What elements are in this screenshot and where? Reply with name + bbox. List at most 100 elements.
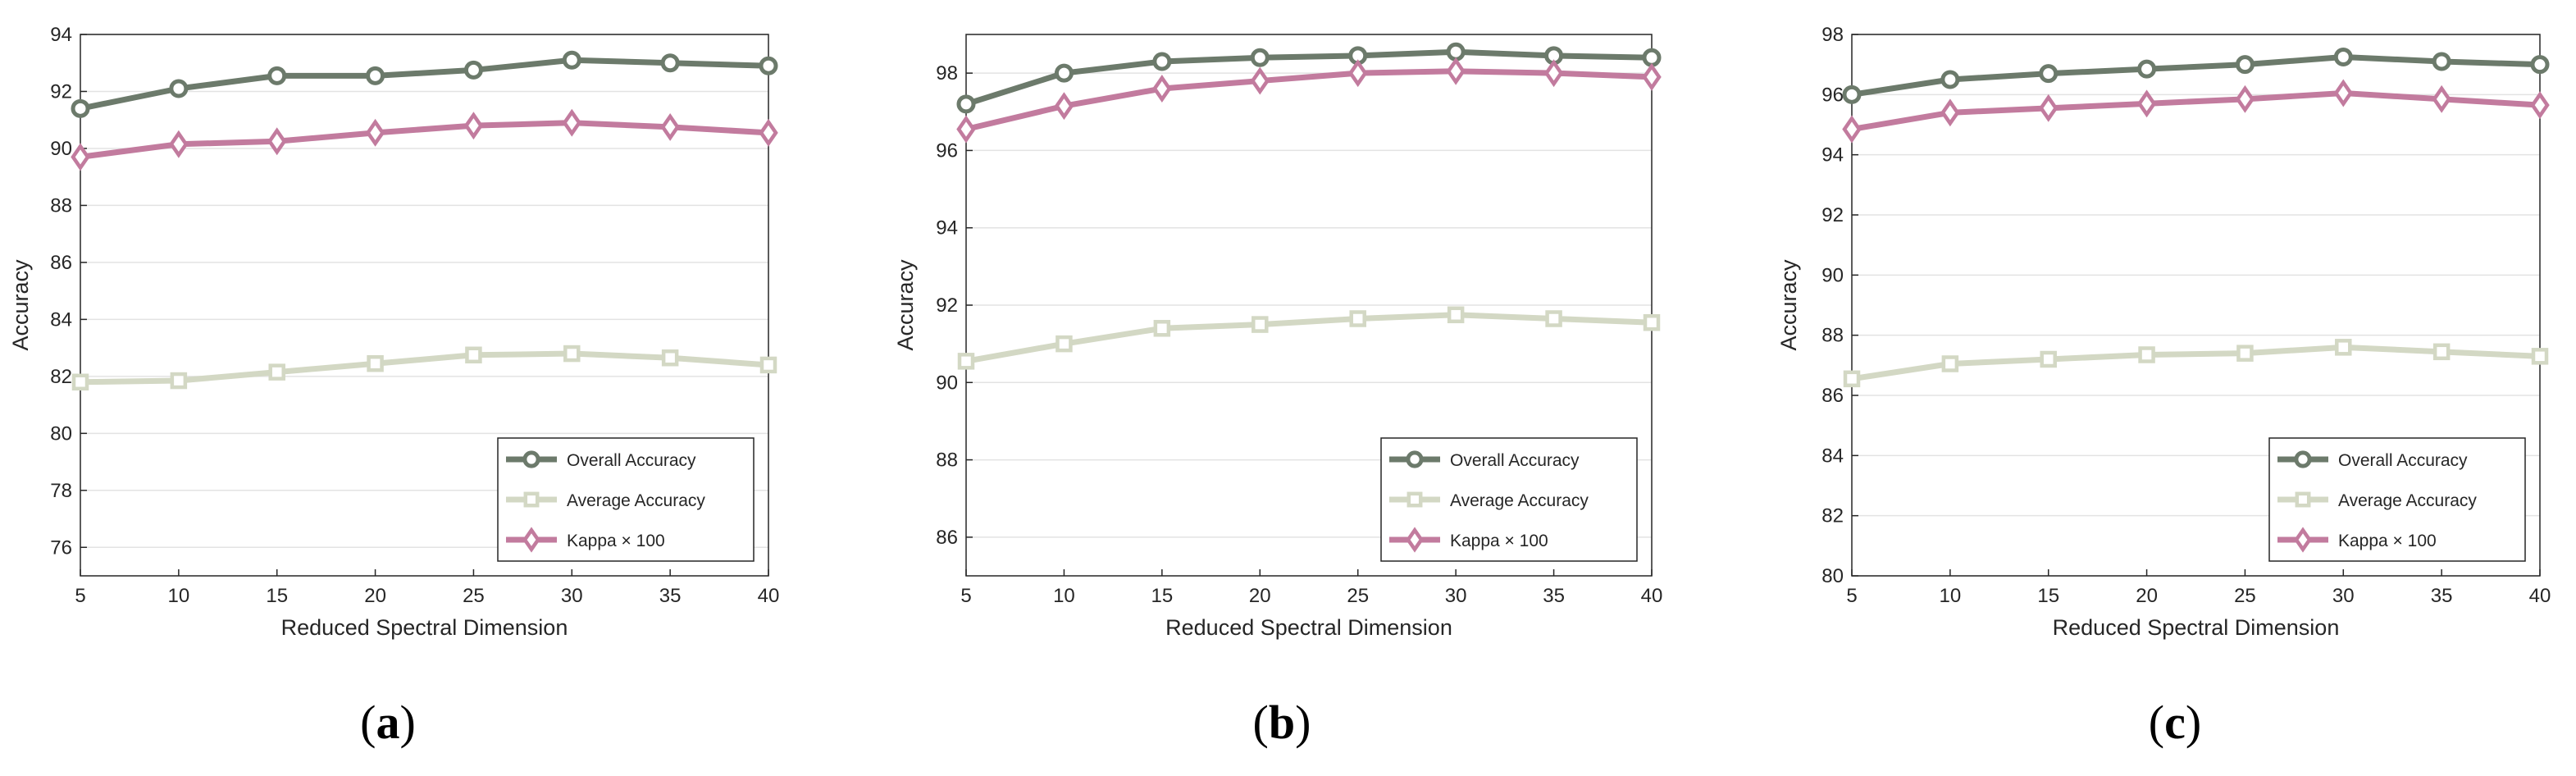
data-point <box>562 108 582 137</box>
data-point <box>2138 346 2155 363</box>
data-point <box>2333 48 2353 66</box>
data-point <box>267 127 287 156</box>
y-tick-label: 84 <box>50 308 72 331</box>
y-tick-label: 96 <box>936 139 958 162</box>
x-tick-label: 10 <box>1053 585 1075 607</box>
data-point <box>1446 42 1466 62</box>
data-point <box>1642 48 1662 67</box>
data-point <box>660 53 680 73</box>
data-point <box>465 346 482 364</box>
series-1 <box>957 306 1661 370</box>
legend-marker <box>523 491 540 508</box>
data-point <box>2136 89 2157 118</box>
series-line <box>1851 54 2541 98</box>
data-point <box>956 94 976 114</box>
data-point <box>957 353 975 370</box>
legend-label: Overall Accuracy <box>1450 451 1580 470</box>
axes-box <box>965 34 1653 577</box>
data-point <box>1152 75 1172 103</box>
y-tick-label: 88 <box>50 194 72 217</box>
x-tick-label: 5 <box>1846 585 1857 607</box>
y-tick-label: 86 <box>50 252 72 274</box>
y-tick-label: 80 <box>50 422 72 445</box>
x-tick-label: 15 <box>2037 585 2059 607</box>
x-tick-label: 40 <box>2529 585 2551 607</box>
data-point <box>366 66 385 85</box>
y-tick-label: 90 <box>1821 264 1844 286</box>
data-point <box>1842 115 1862 144</box>
data-point <box>1054 92 1074 121</box>
data-point <box>1054 63 1074 83</box>
data-point <box>1642 62 1662 91</box>
legend: Overall Accuracy Average Accuracy Kappa × … <box>1380 437 1638 562</box>
y-axis-label: Accuracy <box>1776 259 1801 351</box>
x-tick-label: 35 <box>1543 585 1565 607</box>
y-tick-label: 96 <box>1821 84 1844 106</box>
x-tick-label: 10 <box>168 585 190 607</box>
x-tick-label: 20 <box>364 585 386 607</box>
x-tick-label: 40 <box>1641 585 1663 607</box>
data-point <box>2530 91 2550 120</box>
x-tick-label: 25 <box>463 585 485 607</box>
y-tick-label: 82 <box>1821 505 1844 527</box>
data-point <box>2432 343 2451 361</box>
data-point <box>1250 48 1270 67</box>
y-axis-label: Accuracy <box>8 259 33 351</box>
x-tick-label: 15 <box>1151 585 1174 607</box>
data-point <box>661 349 679 367</box>
series-0 <box>956 42 1662 114</box>
series-line <box>1851 344 2541 382</box>
y-tick-label: 76 <box>50 536 72 559</box>
data-point <box>71 143 90 171</box>
y-tick-label: 94 <box>50 24 72 46</box>
series-line <box>964 48 1653 107</box>
y-tick-label: 88 <box>1821 325 1844 347</box>
axes-box <box>80 34 769 577</box>
data-point <box>563 345 581 363</box>
x-tick-label: 25 <box>2234 585 2256 607</box>
y-axis-label: Accuracy <box>893 259 918 351</box>
series-2 <box>71 108 778 171</box>
data-point <box>1349 310 1366 327</box>
x-axis-label: Reduced Spectral Dimension <box>1165 615 1452 640</box>
data-point <box>660 112 680 141</box>
series-0 <box>1842 48 2550 104</box>
data-point <box>1643 313 1661 331</box>
legend-label: Average Accuracy <box>2338 491 2477 510</box>
y-tick-label: 88 <box>936 450 958 472</box>
legend-marker <box>1406 527 1424 553</box>
series-2 <box>1842 79 2550 144</box>
data-point <box>2038 94 2059 122</box>
data-point <box>71 373 89 391</box>
legend-label: Overall Accuracy <box>567 451 696 470</box>
series-line <box>80 120 769 160</box>
y-tick-label: 90 <box>936 372 958 394</box>
y-tick-label: 94 <box>936 217 958 240</box>
data-point <box>2530 55 2550 75</box>
x-tick-label: 40 <box>758 585 780 607</box>
data-point <box>1152 52 1172 71</box>
y-tick-label: 86 <box>936 527 958 549</box>
data-point <box>1447 306 1465 324</box>
data-point <box>463 112 484 140</box>
data-point <box>2335 339 2352 356</box>
y-tick-label: 92 <box>1821 204 1844 226</box>
x-tick-label: 20 <box>2136 585 2158 607</box>
data-point <box>268 363 285 381</box>
data-point <box>2235 84 2255 113</box>
y-tick-label: 82 <box>50 366 72 388</box>
data-point <box>1842 84 1862 104</box>
series-1 <box>71 345 777 391</box>
data-point <box>2432 52 2451 71</box>
data-point <box>562 50 581 70</box>
legend-marker <box>1406 450 1424 468</box>
data-point <box>1446 57 1466 85</box>
series-line <box>965 312 1653 364</box>
x-axis-label: Reduced Spectral Dimension <box>281 615 568 640</box>
data-point <box>1545 310 1562 327</box>
data-point <box>463 60 483 80</box>
data-point <box>759 56 778 75</box>
data-point <box>2333 79 2354 107</box>
x-axis-label: Reduced Spectral Dimension <box>2053 615 2340 640</box>
data-point <box>759 356 777 374</box>
